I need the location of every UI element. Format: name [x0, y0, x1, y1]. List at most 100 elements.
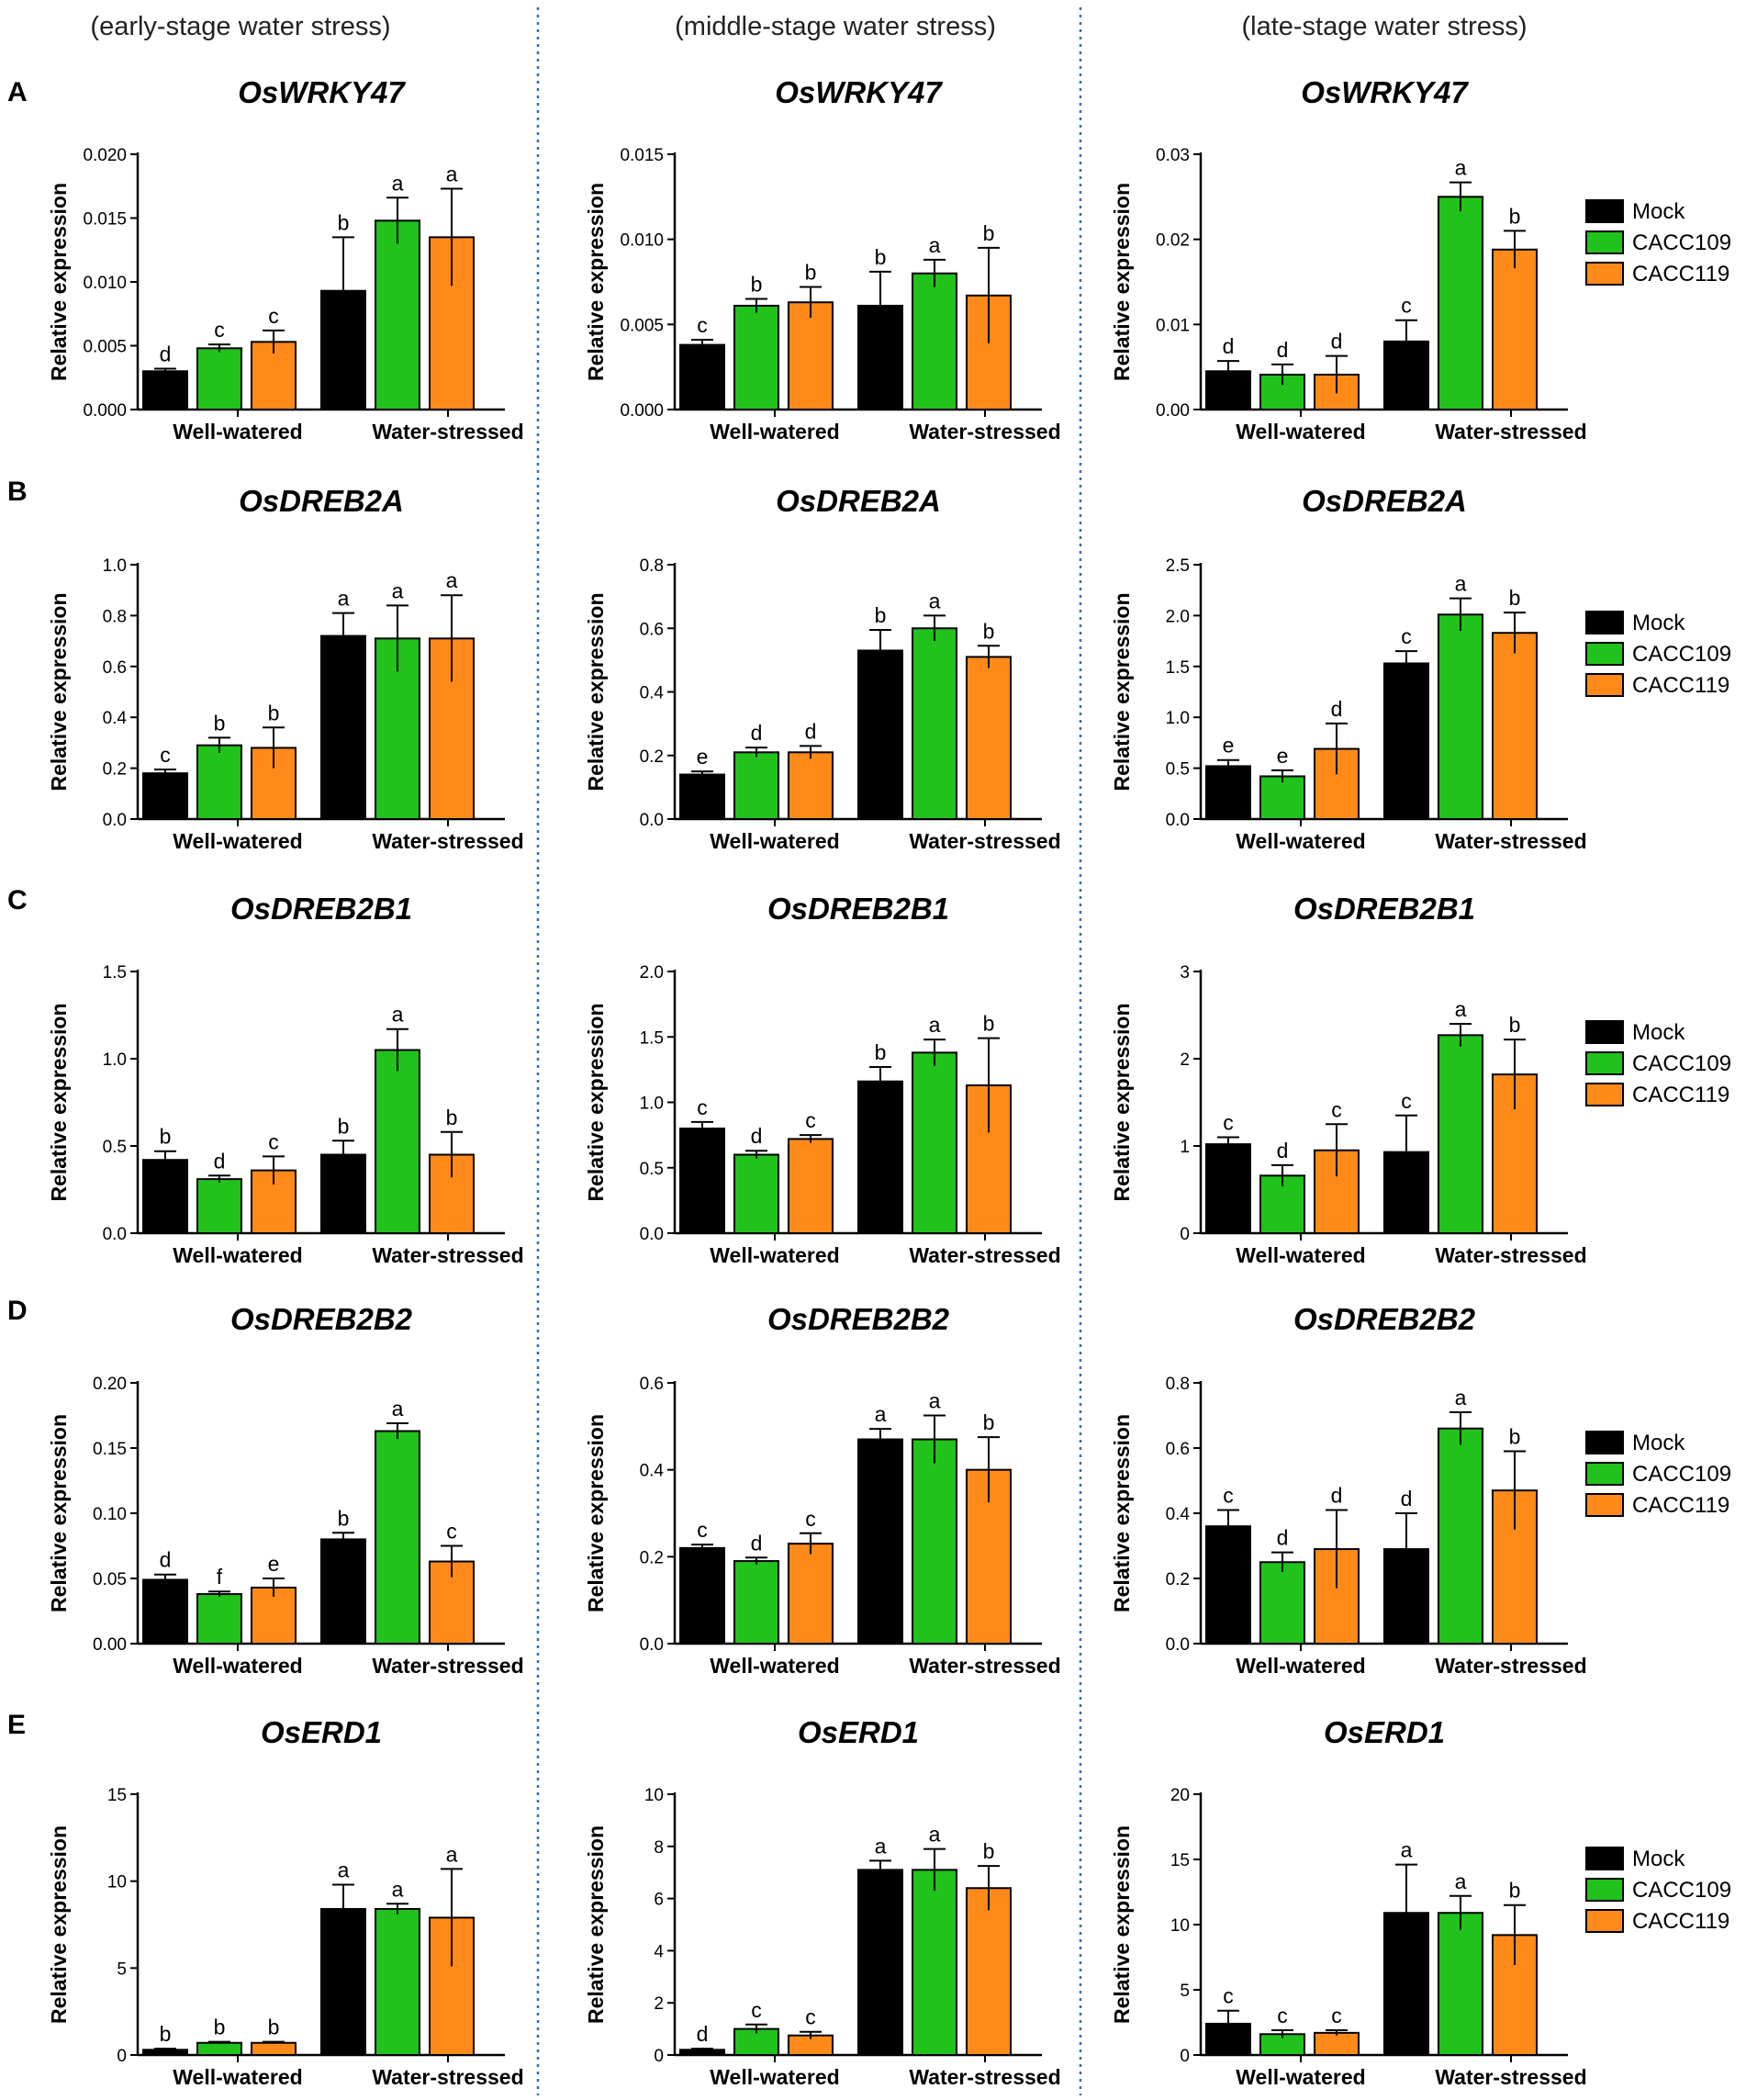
- significance-letter: a: [929, 233, 941, 257]
- significance-letter: e: [268, 1552, 280, 1576]
- y-tick-label: 0.000: [83, 401, 127, 421]
- significance-letter: c: [1223, 1111, 1234, 1135]
- bar-cacc119: [1492, 1489, 1538, 1645]
- significance-letter: d: [751, 1531, 763, 1555]
- significance-letter: a: [392, 578, 404, 602]
- y-axis-label: Relative expression: [584, 592, 608, 791]
- x-tick-label: Water-stressed: [1435, 2065, 1586, 2089]
- bar-cacc109: [375, 1430, 420, 1645]
- significance-letter: d: [1277, 1139, 1289, 1162]
- chart-panel: OsDREB2A Relative expression 0.0 0.2 0.4 0.6 0…: [584, 484, 1061, 853]
- significance-letter: a: [1455, 156, 1467, 180]
- y-axis-label: Relative expression: [47, 1414, 71, 1612]
- significance-letter: e: [697, 745, 709, 769]
- y-axis-label: Relative expression: [47, 1003, 71, 1201]
- legend-swatch-mock: [1585, 199, 1624, 223]
- y-tick-label: 0.0: [640, 1225, 664, 1244]
- legend-swatch-cacc109: [1585, 642, 1624, 666]
- y-tick-label: 0.2: [1166, 1570, 1190, 1589]
- y-tick-label: 0: [654, 2047, 664, 2066]
- legend-label-cacc109: CACC109: [1632, 1051, 1731, 1076]
- y-tick-label: 0.0: [103, 1225, 127, 1244]
- significance-letter: b: [983, 1012, 995, 1036]
- significance-letter: e: [1223, 734, 1235, 758]
- chart-panel: OsDREB2B2 Relative expression 0.00 0.05 0.10…: [47, 1302, 524, 1678]
- x-tick-label: Water-stressed: [909, 2065, 1060, 2089]
- bar-mock: [1205, 1143, 1251, 1234]
- row-label-b: B: [7, 477, 28, 507]
- chart-title: OsWRKY47: [1301, 75, 1469, 109]
- legend: Mock CACC109 CACC119: [1585, 1020, 1731, 1107]
- significance-letter: b: [1509, 1013, 1521, 1037]
- significance-letter: d: [160, 1548, 172, 1572]
- y-tick-label: 0.010: [83, 274, 127, 293]
- significance-letter: d: [1331, 1483, 1343, 1507]
- significance-letter: d: [1223, 334, 1235, 358]
- y-tick-label: 4: [654, 1942, 664, 1961]
- bar-cacc109: [375, 1049, 420, 1234]
- y-tick-label: 0.000: [620, 401, 664, 421]
- y-tick-label: 1.0: [640, 1095, 664, 1114]
- x-tick-label: Well-watered: [173, 1243, 302, 1267]
- significance-letter: c: [268, 304, 279, 328]
- y-tick-label: 20: [1170, 1786, 1190, 1805]
- y-tick-label: 0.8: [103, 607, 127, 626]
- significance-letter: b: [214, 2016, 226, 2039]
- significance-letter: a: [1401, 1838, 1413, 1862]
- y-tick-label: 0.02: [1156, 231, 1190, 251]
- chart-panel: OsWRKY47 Relative expression 0.000 0.005 0.0…: [584, 75, 1061, 444]
- y-tick-label: 0.03: [1156, 146, 1190, 165]
- y-tick-label: 2.0: [640, 963, 664, 983]
- y-tick-label: 0.020: [83, 146, 127, 165]
- legend-label-mock: Mock: [1632, 1020, 1685, 1045]
- row-label-c: C: [7, 885, 28, 915]
- y-tick-label: 0.015: [620, 146, 664, 165]
- y-tick-label: 0.6: [640, 1375, 664, 1394]
- bar-cacc109: [196, 1178, 242, 1234]
- significance-letter: c: [805, 1108, 816, 1132]
- y-tick-label: 2.5: [1166, 556, 1190, 576]
- significance-letter: d: [697, 2022, 709, 2046]
- chart-title: OsWRKY47: [775, 75, 943, 109]
- x-tick-label: Water-stressed: [1435, 1654, 1586, 1678]
- y-axis-label: Relative expression: [1110, 1003, 1134, 1201]
- significance-letter: a: [392, 171, 404, 195]
- significance-letter: b: [268, 701, 280, 724]
- y-tick-label: 15: [1170, 1851, 1190, 1870]
- significance-letter: c: [1223, 1483, 1234, 1507]
- x-tick-label: Well-watered: [710, 829, 839, 853]
- bar-mock: [679, 1128, 725, 1234]
- y-tick-label: 0.4: [640, 1462, 665, 1481]
- significance-letter: c: [214, 318, 225, 342]
- chart-title: OsDREB2A: [239, 484, 404, 518]
- y-tick-label: 0.05: [93, 1570, 127, 1589]
- bar-cacc109: [733, 304, 779, 410]
- bar-cacc119: [1492, 632, 1538, 821]
- x-tick-label: Water-stressed: [372, 1654, 523, 1678]
- y-axis-label: Relative expression: [584, 1003, 608, 1201]
- chart-title: OsDREB2B1: [230, 892, 412, 926]
- significance-letter: c: [805, 1507, 816, 1531]
- bar-cacc109: [196, 744, 242, 820]
- bar-cacc109: [733, 1560, 779, 1645]
- significance-letter: a: [338, 587, 350, 611]
- y-tick-label: 5: [1180, 1982, 1190, 2001]
- significance-letter: d: [160, 343, 172, 366]
- y-tick-label: 0: [1180, 2047, 1190, 2066]
- significance-letter: b: [160, 1125, 172, 1149]
- x-tick-label: Water-stressed: [372, 420, 523, 444]
- legend-swatch-cacc119: [1585, 1493, 1624, 1517]
- significance-letter: b: [338, 1114, 350, 1138]
- bar-mock: [857, 1080, 903, 1234]
- y-tick-label: 1.5: [103, 963, 127, 983]
- bar-mock: [320, 1153, 366, 1234]
- bar-mock: [1383, 1548, 1429, 1645]
- significance-letter: a: [392, 1003, 404, 1027]
- y-tick-label: 0.5: [1166, 760, 1190, 780]
- y-axis-label: Relative expression: [584, 1414, 608, 1612]
- chart-title: OsDREB2B1: [767, 892, 949, 926]
- significance-letter: b: [214, 711, 226, 735]
- legend-label-mock: Mock: [1632, 611, 1685, 635]
- legend-label-cacc109: CACC109: [1632, 1878, 1731, 1903]
- bar-cacc109: [1438, 1034, 1483, 1234]
